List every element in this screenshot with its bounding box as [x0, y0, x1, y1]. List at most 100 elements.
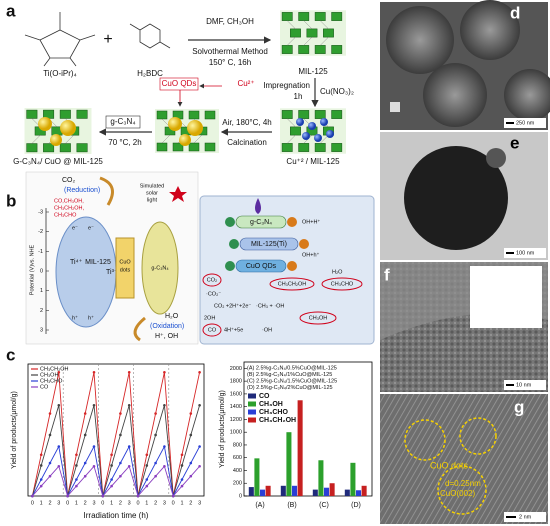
annotation: (A) 2.5%g-C₃N₄/0.5%CuO@MIL-125: [247, 365, 337, 371]
annotation: d=0.25nm: [445, 479, 481, 488]
product: Cu⁺² / MIL-125: [286, 157, 340, 166]
dot-ring: [404, 419, 446, 461]
x-tick-label: 1: [40, 500, 43, 506]
scale-label: 100 nm: [516, 250, 535, 256]
axis-tick-label: 2: [40, 308, 43, 314]
label: CO,CH₃OH,: [54, 198, 84, 204]
y-tick-label: 800: [233, 442, 242, 448]
point: [189, 433, 193, 437]
point: [154, 412, 157, 415]
x-axis-label: Irradiation time (h): [84, 511, 149, 520]
x-tick-label: 3: [57, 500, 60, 506]
panel-label: d: [510, 3, 520, 22]
axis-label: Potential (V)vs. NHE: [29, 244, 35, 295]
panel-g: g CuO dots d=0.25nm CuO(002) 2 nm: [380, 394, 548, 524]
point: [39, 464, 43, 467]
x-tick-label: (C): [319, 502, 329, 509]
y-tick-label: 600: [233, 455, 242, 461]
reactant: Ti(O-iPr)₄: [43, 69, 77, 78]
point: [110, 484, 113, 488]
y-axis-label: Yield of products(μmol/g): [219, 390, 226, 468]
point: [189, 412, 193, 415]
pill: [235, 215, 287, 229]
point: [75, 453, 78, 457]
ring: [269, 277, 315, 291]
panel-e: e 100 nm: [380, 132, 548, 260]
label: OH+H⁺: [302, 218, 320, 225]
cuo-dots: [38, 117, 76, 146]
label: OH+h⁺: [302, 251, 320, 258]
y-tick-label: 2000: [230, 366, 242, 372]
bar: [297, 400, 303, 496]
label: light: [147, 197, 158, 203]
x-tick-label: 1: [75, 500, 78, 506]
label: MIL-125: [85, 259, 111, 266]
panel-label: g: [514, 397, 524, 416]
x-tick-label: 0: [172, 500, 175, 506]
drop: [255, 198, 261, 214]
ti-structure: [24, 12, 96, 67]
label: H⁺, OH: [155, 333, 178, 340]
label: CO₂: [207, 277, 217, 283]
panel-b: b Potential (V)vs. NHE -3 -2 -1 0 1 2 3 CO₂ (R…: [6, 171, 375, 345]
condition: Calcination: [227, 138, 267, 147]
panel-label: b: [6, 191, 16, 210]
condition: Impregnation: [263, 81, 310, 90]
point: [154, 474, 157, 478]
point: [48, 474, 52, 478]
point: [57, 465, 61, 468]
point: [127, 403, 131, 407]
point: [92, 403, 96, 407]
crystal: [280, 9, 346, 57]
light-icon: [169, 186, 187, 202]
panel-f: f 10 nm: [380, 262, 548, 392]
axis-tick-label: 1: [40, 288, 43, 294]
x-tick-label: 0: [101, 500, 104, 506]
crystal: [24, 108, 92, 154]
line: [31, 405, 201, 497]
legend-label: CH₃OH: [259, 401, 283, 408]
point: [83, 461, 87, 465]
legend-swatch: [248, 409, 256, 415]
point: [39, 478, 43, 481]
label: ·OH: [262, 327, 272, 333]
point: [83, 474, 87, 478]
crystal: [280, 108, 346, 154]
x-tick-label: 2: [154, 500, 157, 506]
axis-tick-label: 3: [40, 327, 43, 333]
label: h⁺: [72, 314, 78, 321]
ring: [202, 323, 222, 337]
point: [48, 461, 52, 465]
legend-label: CO: [259, 393, 270, 400]
scale-label: 10 nm: [516, 382, 532, 388]
product: G-C₃N₄/ CuO @ MIL-125: [13, 157, 103, 166]
point: [66, 494, 69, 498]
x-tick-label: 3: [198, 500, 201, 506]
label: e⁻: [88, 225, 94, 231]
point: [198, 403, 201, 407]
point: [127, 370, 131, 374]
point: [75, 478, 78, 481]
scale-bg: [504, 118, 546, 128]
point: [57, 403, 61, 407]
label: 4H⁺+5e: [224, 326, 243, 333]
dot-ring: [437, 465, 487, 515]
y-tick-label: 1200: [230, 417, 242, 423]
point: [198, 370, 201, 374]
electrons: [225, 217, 239, 271]
ring: [299, 311, 337, 325]
point: [154, 461, 157, 465]
label: CO₂: [62, 177, 76, 184]
point: [92, 465, 96, 468]
scale-bg: [504, 380, 546, 390]
condition: 70 °C, 2h: [108, 138, 141, 147]
point: [189, 474, 193, 478]
bar: [356, 490, 362, 496]
label: CuO: [119, 259, 131, 265]
cu-ions: [296, 118, 334, 142]
particle: [460, 0, 520, 60]
point: [119, 412, 122, 415]
label: CH₃CHO: [54, 212, 77, 218]
x-tick-label: 2: [189, 500, 192, 506]
annotation: (B) 2.5%g-C₃N₄/1%CuO@MIL-125: [247, 372, 332, 378]
